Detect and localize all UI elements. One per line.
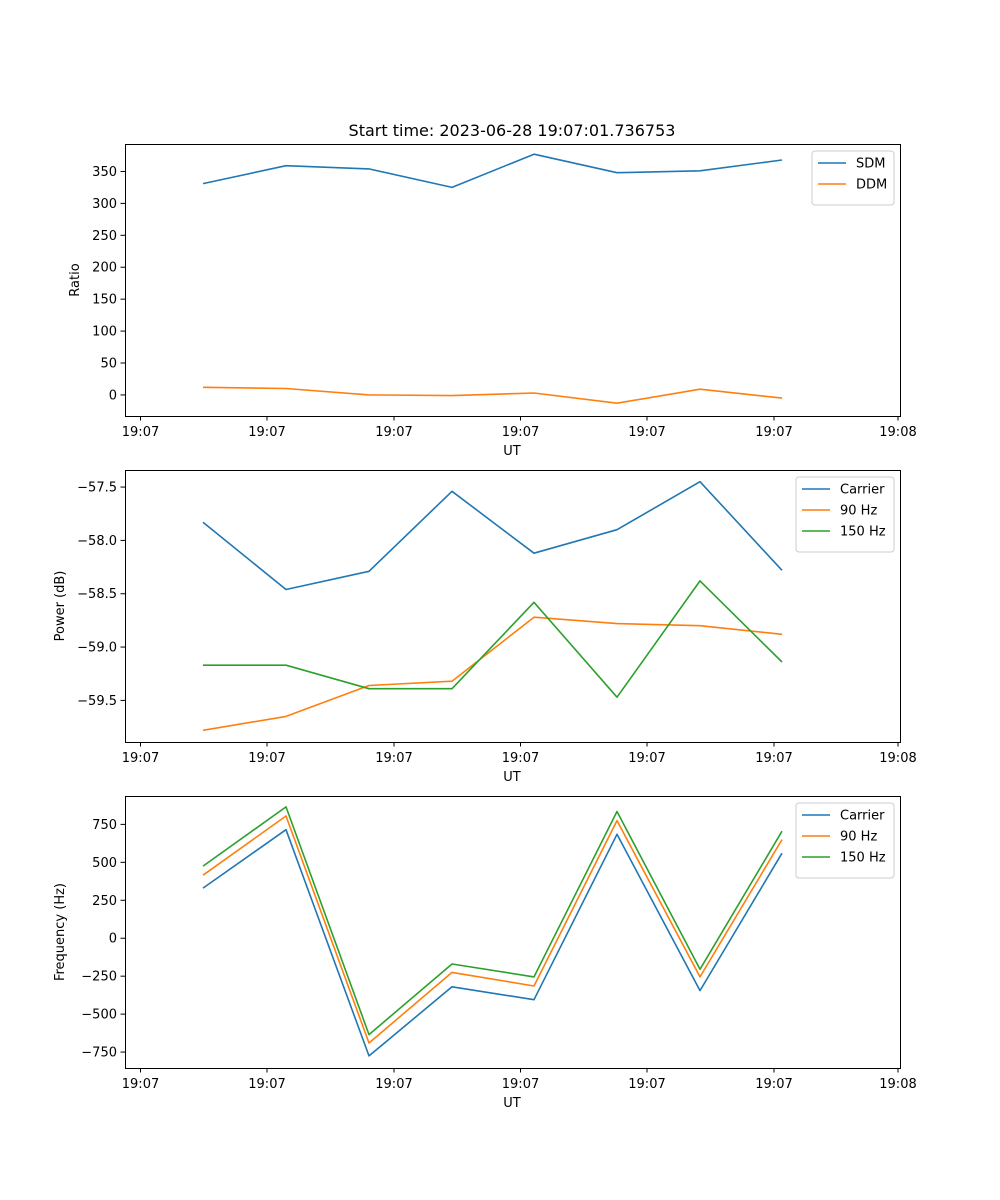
y-tick-label: −750 [81,1046,117,1061]
x-tick-label: 19:07 [122,751,159,766]
legend: Carrier 90 Hz 150 Hz [795,802,895,879]
y-tick-label: 200 [92,261,117,276]
y-tick-label: 0 [109,932,117,947]
y-tick-label: 300 [92,197,117,212]
x-tick-label: 19:07 [375,751,412,766]
legend-label: 150 Hz [840,851,886,866]
series-line-ddm [202,386,783,405]
legend-label: 90 Hz [840,504,877,519]
x-axis-label: UT [503,1096,521,1111]
legend-label: Carrier [840,809,885,824]
y-tick-label: 750 [92,818,117,833]
y-tick-label: 100 [92,325,117,340]
y-axis-label: Power (dB) [53,571,68,642]
legend: SDM DDM [811,150,895,206]
legend-box [795,476,895,553]
x-axis-label: UT [503,444,521,459]
x-tick-label: 19:08 [879,1077,916,1092]
series-line-90-hz [202,616,783,732]
legend-box [811,150,895,206]
legend-label: 150 Hz [840,525,886,540]
x-tick-label: 19:07 [375,425,412,440]
x-tick-label: 19:07 [248,1077,285,1092]
series-line-150-hz [202,806,783,1036]
legend: Carrier 90 Hz 150 Hz [795,476,895,553]
y-tick-label: −59.5 [77,694,117,709]
power-panel: 19:07 19:07 19:07 19:07 19:07 19:07 19:08 −59.5… [53,470,917,785]
y-axis-label: Ratio [68,263,83,296]
x-tick-label: 19:07 [628,751,665,766]
y-tick-label: −57.5 [77,481,117,496]
y-tick-label: 350 [92,165,117,180]
y-tick-label: 50 [100,357,117,372]
x-tick-label: 19:08 [879,425,916,440]
y-tick-label: 150 [92,293,117,308]
series-line-150-hz [203,580,783,699]
legend-box [795,802,895,879]
series-line-sdm [202,153,783,189]
x-tick-label: 19:07 [375,1077,412,1092]
x-tick-label: 19:07 [502,1077,539,1092]
y-tick-label: 250 [92,894,117,909]
series-line-carrier [202,828,783,1057]
legend-label: 90 Hz [840,830,877,845]
x-tick-label: 19:08 [879,751,916,766]
series-line-90-hz [202,815,783,1044]
y-tick-label: −58.0 [77,534,117,549]
x-tick-label: 19:07 [628,1077,665,1092]
legend-label: DDM [856,178,887,193]
y-tick-label: 250 [92,229,117,244]
x-tick-label: 19:07 [755,1077,792,1092]
axes-frame [125,796,901,1069]
y-axis-label: Frequency (Hz) [53,883,68,981]
y-tick-label: 500 [92,856,117,871]
legend-label: SDM [856,157,885,172]
y-tick-label: −59.0 [77,641,117,656]
x-tick-label: 19:07 [122,1077,159,1092]
series-line-carrier [202,480,783,591]
y-tick-label: −250 [81,970,117,985]
legend-label: Carrier [840,483,885,498]
axes-frame [125,144,901,417]
x-tick-label: 19:07 [248,751,285,766]
x-tick-label: 19:07 [122,425,159,440]
x-tick-label: 19:07 [628,425,665,440]
x-tick-label: 19:07 [755,425,792,440]
x-tick-label: 19:07 [755,751,792,766]
x-tick-label: 19:07 [502,425,539,440]
frequency-panel: 19:07 19:07 19:07 19:07 19:07 19:07 19:08 −750 −… [53,796,917,1111]
x-tick-label: 19:07 [502,751,539,766]
y-tick-label: 0 [109,388,117,403]
x-axis-label: UT [503,770,521,785]
axes-frame [125,470,901,743]
ratio-panel: 19:07 19:07 19:07 19:07 19:07 19:07 19:08 0 50 10… [68,144,917,459]
x-tick-label: 19:07 [248,425,285,440]
y-tick-label: −58.5 [77,587,117,602]
chart-title: Start time: 2023-06-28 19:07:01.736753 [349,121,676,140]
y-tick-label: −500 [81,1008,117,1023]
